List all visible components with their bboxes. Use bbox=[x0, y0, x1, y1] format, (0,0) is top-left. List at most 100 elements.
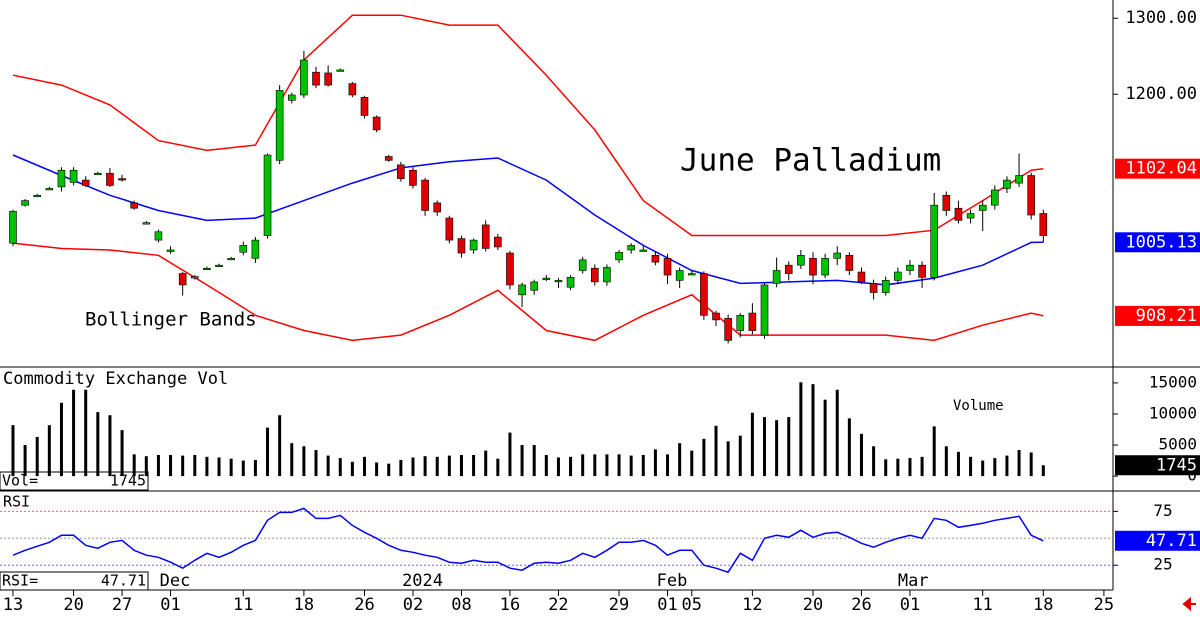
volume-bar bbox=[496, 458, 500, 477]
candle-body bbox=[239, 245, 248, 253]
bollinger-band bbox=[12, 154, 1044, 286]
candle-body bbox=[203, 267, 211, 271]
x-tick-label: 18 bbox=[1033, 595, 1053, 615]
candle-body bbox=[118, 178, 126, 181]
volume-bar bbox=[169, 454, 173, 477]
volume-bar bbox=[666, 454, 670, 477]
month-label: Dec bbox=[160, 571, 191, 591]
candle-body bbox=[106, 172, 114, 186]
volume-bar bbox=[750, 412, 754, 477]
y-tick-label: 5000 bbox=[1158, 435, 1197, 454]
volume-bar bbox=[981, 460, 985, 477]
value-box-label: 1102.04 bbox=[1125, 159, 1197, 179]
candle-body bbox=[736, 315, 745, 331]
volume-bar bbox=[362, 456, 366, 477]
candle-body bbox=[469, 239, 478, 251]
volume-bar bbox=[811, 384, 815, 477]
candle-body bbox=[833, 252, 842, 259]
volume-bar bbox=[266, 427, 270, 477]
candle-body bbox=[409, 169, 417, 186]
y-tick-label: 75 bbox=[1153, 501, 1172, 520]
x-tick-label: 20 bbox=[803, 595, 823, 615]
volume-bar bbox=[205, 456, 209, 477]
volume-bar bbox=[775, 420, 779, 477]
rsi-line bbox=[12, 507, 1044, 574]
value-box-label: 908.21 bbox=[1136, 306, 1197, 326]
y-tick-label: 15000 bbox=[1149, 372, 1197, 391]
volume-bar bbox=[399, 459, 403, 477]
month-label: 2024 bbox=[402, 571, 443, 591]
candle-body bbox=[445, 217, 454, 241]
candle-body bbox=[154, 231, 163, 241]
candle-body bbox=[360, 96, 369, 116]
volume-bar bbox=[326, 455, 330, 477]
x-tick-label: 26 bbox=[851, 595, 871, 615]
volume-bar bbox=[690, 450, 694, 477]
candle-body bbox=[566, 277, 575, 288]
candle-body bbox=[227, 258, 235, 261]
volume-bar bbox=[835, 389, 839, 477]
candle-body bbox=[881, 280, 890, 293]
volume-bar bbox=[156, 454, 160, 477]
candle-body bbox=[300, 59, 308, 96]
x-tick-label: 01 bbox=[160, 595, 180, 615]
volume-bar bbox=[617, 454, 621, 477]
volume-bar bbox=[581, 454, 585, 477]
value-box bbox=[1115, 530, 1200, 551]
value-box bbox=[1115, 455, 1200, 476]
candle-body bbox=[324, 72, 332, 86]
x-tick-label: 22 bbox=[548, 595, 568, 615]
x-tick-label: 05 bbox=[682, 595, 702, 615]
scroll-arrow[interactable] bbox=[1182, 596, 1196, 612]
readout-value: 47.71 bbox=[101, 572, 146, 590]
candle-body bbox=[869, 283, 878, 293]
volume-bar bbox=[278, 415, 282, 477]
candle-body bbox=[772, 270, 781, 284]
candle-body bbox=[578, 259, 587, 271]
candle-body bbox=[627, 245, 635, 251]
volume-bar bbox=[520, 445, 524, 477]
volume-bar bbox=[314, 450, 318, 477]
candle-body bbox=[663, 258, 672, 276]
x-tick-label: 11 bbox=[972, 595, 992, 615]
candle-body bbox=[130, 202, 138, 209]
volume-bar bbox=[144, 456, 148, 477]
x-tick-label: 16 bbox=[500, 595, 520, 615]
volume-bar bbox=[593, 454, 597, 477]
readout-label: RSI= bbox=[2, 572, 38, 590]
candle-body bbox=[1027, 175, 1035, 216]
candle-body bbox=[312, 71, 320, 86]
volume-bar bbox=[823, 399, 827, 477]
y-tick-label: 10000 bbox=[1149, 403, 1197, 422]
volume-bar bbox=[908, 458, 912, 477]
volume-bar bbox=[193, 454, 197, 477]
month-label: Feb bbox=[657, 571, 688, 591]
candle-body bbox=[724, 318, 732, 341]
x-tick-label: 25 bbox=[1094, 595, 1114, 615]
volume-bar bbox=[241, 460, 245, 477]
volume-bar bbox=[423, 456, 427, 477]
volume-bar bbox=[253, 459, 257, 477]
candle-body bbox=[700, 273, 708, 316]
x-tick-label: 01 bbox=[657, 595, 677, 615]
candle-body bbox=[845, 255, 854, 271]
candle-body bbox=[821, 258, 829, 276]
candle-body bbox=[81, 179, 90, 186]
volume-bar bbox=[411, 457, 415, 477]
candle-body bbox=[615, 251, 623, 261]
volume-bar bbox=[993, 458, 997, 477]
volume-bar bbox=[944, 446, 948, 477]
volume-bar bbox=[884, 459, 888, 477]
volume-bar bbox=[799, 382, 803, 477]
candle-body bbox=[457, 238, 466, 254]
candle-body bbox=[1015, 175, 1023, 184]
candle-body bbox=[397, 164, 405, 179]
value-box bbox=[1115, 232, 1200, 253]
volume-bar bbox=[969, 456, 973, 477]
volume-bar bbox=[714, 425, 718, 477]
volume-bar bbox=[605, 454, 609, 477]
candle-body bbox=[675, 270, 684, 281]
candle-body bbox=[748, 312, 757, 331]
x-tick-label: 01 bbox=[900, 595, 920, 615]
candle-body bbox=[190, 276, 199, 279]
